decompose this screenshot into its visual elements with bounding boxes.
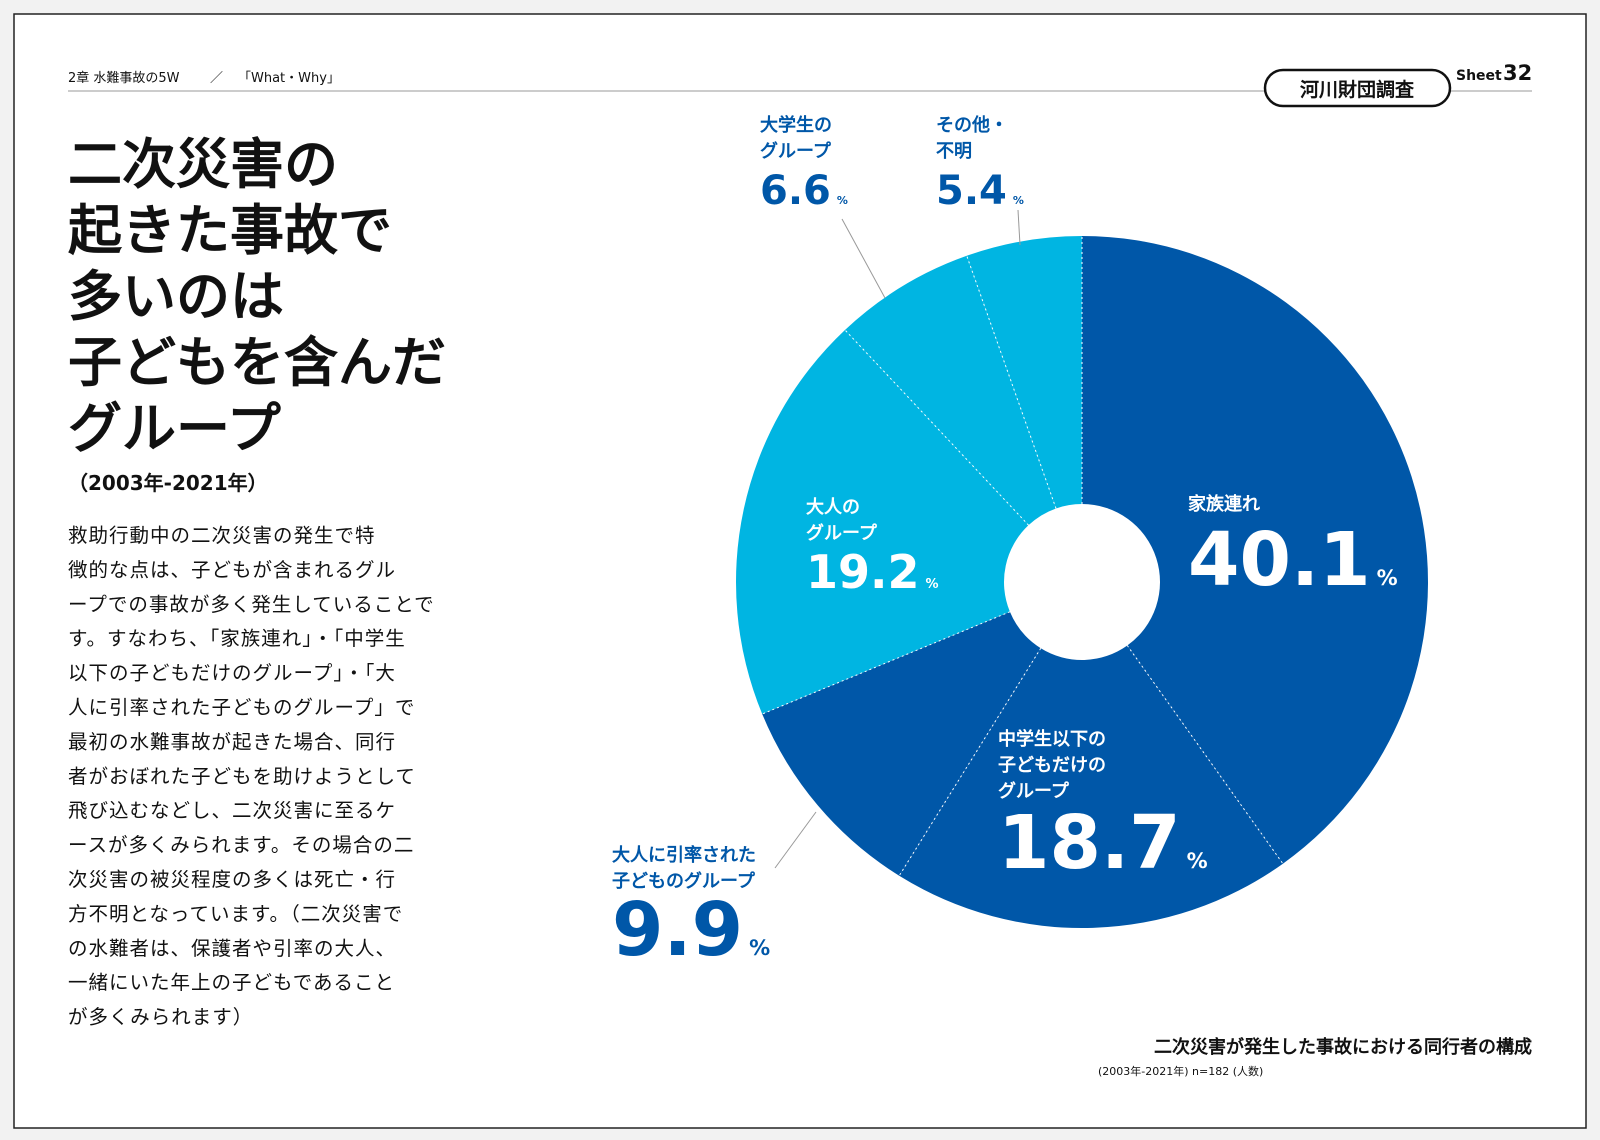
slice-label: グループ bbox=[998, 780, 1070, 802]
unit-label: % bbox=[837, 194, 848, 207]
body-line: 方不明となっています。（二次災害で bbox=[68, 902, 403, 925]
body-line: の水難者は、保護者や引率の大人、 bbox=[68, 937, 396, 960]
section: 「What・Why」 bbox=[238, 71, 340, 86]
slice-label: 大人に引率された bbox=[612, 844, 756, 866]
leader-line bbox=[841, 218, 886, 299]
title-line: グループ bbox=[68, 397, 281, 460]
sheet-label: Sheet bbox=[1456, 68, 1502, 84]
title-line: 二次災害の bbox=[68, 133, 338, 196]
slice-label: グループ bbox=[806, 522, 878, 544]
body-line: 者がおぼれた子どもを助けようとして bbox=[68, 765, 416, 788]
unit-label: % bbox=[926, 577, 939, 592]
donut-slice bbox=[899, 645, 1283, 928]
donut-slice bbox=[844, 255, 1057, 526]
value-label: 9.9 bbox=[612, 887, 743, 973]
title-line: 起きた事故で bbox=[68, 199, 392, 262]
slice-label: グループ bbox=[760, 140, 832, 162]
body-line: 以下の子どもだけのグループ」・「大 bbox=[68, 662, 396, 685]
body-line: 次災害の被災程度の多くは死亡・行 bbox=[68, 868, 396, 891]
leader-line bbox=[1017, 209, 1021, 246]
sheet-number: 32 bbox=[1503, 61, 1532, 85]
slice-label: 子どもだけの bbox=[998, 755, 1106, 776]
donut-slice bbox=[966, 236, 1082, 509]
donut-slice bbox=[736, 329, 1029, 715]
body-line: 救助行動中の二次災害の発生で特 bbox=[68, 524, 376, 547]
donut-slice bbox=[1082, 236, 1428, 864]
slice-label: 家族連れ bbox=[1188, 493, 1260, 515]
slice-label: 中学生以下の bbox=[998, 728, 1106, 750]
body-line: す。すなわち、「家族連れ」・「中学生 bbox=[68, 627, 406, 650]
title-line: 子どもを含んだ bbox=[68, 331, 446, 394]
slice-label: その他・ bbox=[936, 114, 1008, 136]
slice-label: 子どものグループ bbox=[612, 870, 756, 892]
divider: ／ bbox=[210, 71, 223, 86]
unit-label: % bbox=[1187, 849, 1208, 873]
value-label: 19.2 bbox=[806, 545, 920, 599]
chart-note: (2003年-2021年) n=182 (人数) bbox=[1098, 1064, 1263, 1078]
chapter: 2章 水難事故の5W bbox=[68, 70, 180, 86]
slice-label: 不明 bbox=[936, 141, 972, 162]
value-label: 18.7 bbox=[998, 800, 1181, 886]
body-line: 飛び込むなどし、二次災害に至るケ bbox=[68, 799, 396, 822]
slice-label: 大学生の bbox=[760, 114, 832, 136]
body-line: 徴的な点は、子どもが含まれるグル bbox=[68, 558, 396, 581]
value-label: 40.1 bbox=[1188, 517, 1371, 603]
slice-label: 大人の bbox=[806, 496, 860, 518]
body-line: が多くみられます） bbox=[68, 1006, 253, 1029]
chart-caption: 二次災害が発生した事故における同行者の構成 bbox=[1154, 1036, 1532, 1058]
unit-label: % bbox=[1377, 566, 1398, 590]
unit-label: % bbox=[749, 936, 770, 960]
donut-slice bbox=[762, 611, 1041, 876]
body-line: 最初の水難事故が起きた場合、同行 bbox=[68, 730, 396, 753]
body-line: 一緒にいた年上の子どもであること bbox=[68, 971, 395, 994]
badge-text: 河川財団調査 bbox=[1300, 78, 1415, 101]
body-line: ースが多くみられます。その場合の二 bbox=[68, 834, 414, 857]
subtitle: （2003年-2021年） bbox=[68, 471, 268, 495]
body-line: ープでの事故が多く発生していることで bbox=[68, 593, 435, 616]
body-line: 人に引率された子どものグループ」で bbox=[68, 696, 415, 719]
value-label: 6.6 bbox=[760, 168, 831, 214]
unit-label: % bbox=[1013, 194, 1024, 207]
value-label: 5.4 bbox=[936, 168, 1007, 214]
leader-line bbox=[774, 811, 817, 869]
title-line: 多いのは bbox=[68, 265, 284, 328]
badge bbox=[1263, 68, 1452, 108]
